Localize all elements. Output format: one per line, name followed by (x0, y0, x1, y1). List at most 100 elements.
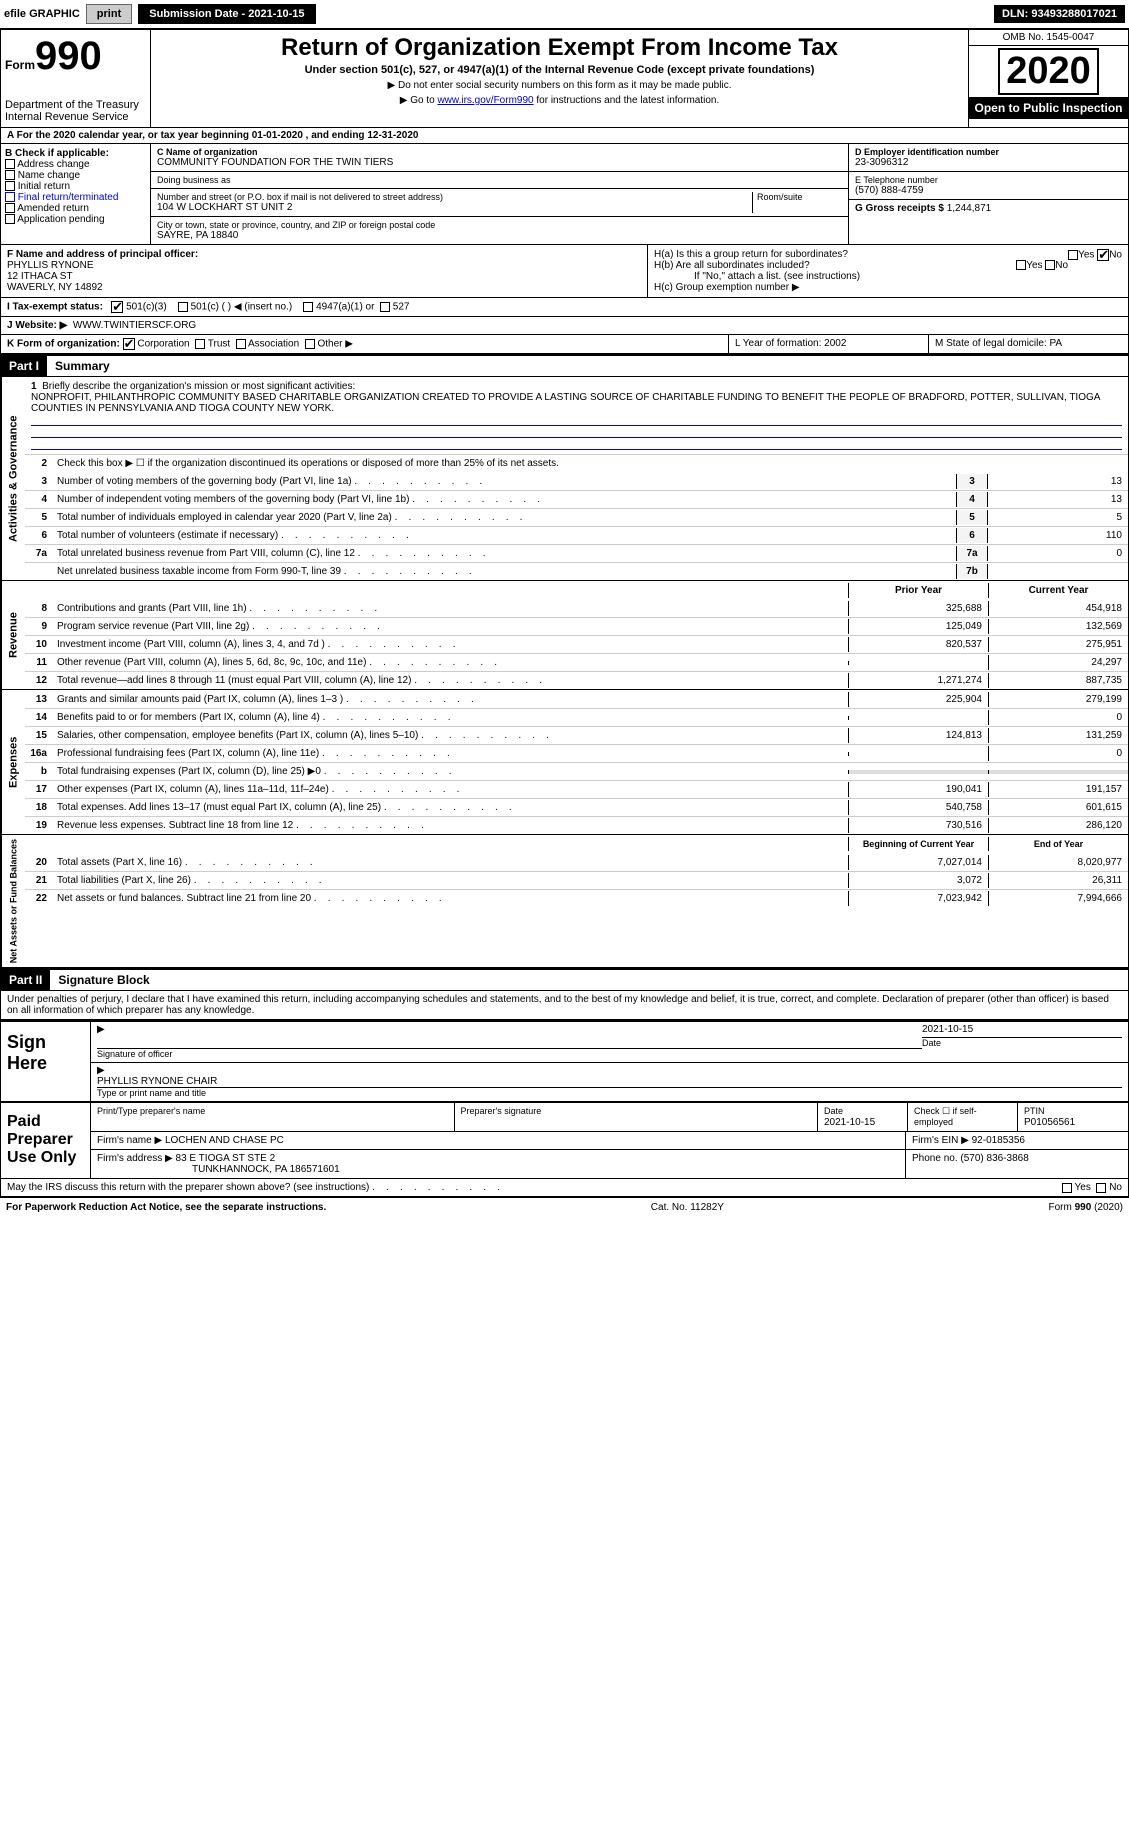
sig-officer-row: Signature of officer 2021-10-15 Date (91, 1022, 1128, 1063)
website-value: WWW.TWINTIERSCF.ORG (73, 320, 196, 331)
rev-line-10: 10Investment income (Part VIII, column (… (25, 635, 1128, 653)
box-b-title: B Check if applicable: (5, 148, 146, 159)
chk-501c[interactable] (178, 302, 188, 312)
exp-line-13: 13Grants and similar amounts paid (Part … (25, 690, 1128, 708)
cat-no: Cat. No. 11282Y (651, 1202, 724, 1213)
form-ref: Form 990 (2020) (1049, 1202, 1123, 1213)
city-cell: City or town, state or province, country… (151, 217, 848, 244)
part2-header: Part II Signature Block (0, 968, 1129, 991)
net-line-20: 20Total assets (Part X, line 16)7,027,01… (25, 853, 1128, 871)
exp-line-19: 19Revenue less expenses. Subtract line 1… (25, 816, 1128, 834)
box-f: F Name and address of principal officer:… (1, 245, 648, 297)
vlabel-governance: Activities & Governance (1, 377, 25, 580)
addr-cell: Number and street (or P.O. box if mail i… (151, 189, 848, 217)
firm-ein: 92-0185356 (972, 1135, 1025, 1146)
chk-501c3[interactable] (111, 301, 123, 313)
officer-name: PHYLLIS RYNONE (7, 260, 641, 271)
rev-line-12: 12Total revenue—add lines 8 through 11 (… (25, 671, 1128, 689)
line-2: 2 Check this box ▶ ☐ if the organization… (25, 454, 1128, 472)
gov-line-7b: Net unrelated business taxable income fr… (25, 562, 1128, 580)
vlabel-revenue: Revenue (1, 581, 25, 689)
pra-notice: For Paperwork Reduction Act Notice, see … (6, 1202, 326, 1213)
goto-note: ▶ Go to www.irs.gov/Form990 for instruct… (159, 95, 960, 106)
form-title: Return of Organization Exempt From Incom… (159, 34, 960, 62)
row-fh: F Name and address of principal officer:… (0, 245, 1129, 298)
telephone: (570) 888-4759 (855, 185, 1122, 196)
chk-527[interactable] (380, 302, 390, 312)
print-button[interactable]: print (86, 4, 132, 24)
chk-pending[interactable]: Application pending (5, 214, 146, 225)
row-a-tax-year: A For the 2020 calendar year, or tax yea… (0, 128, 1129, 144)
exp-line-17: 17Other expenses (Part IX, column (A), l… (25, 780, 1128, 798)
chk-final-return[interactable]: Final return/terminated (5, 192, 146, 203)
chk-corp[interactable] (123, 338, 135, 350)
ssn-note: ▶ Do not enter social security numbers o… (159, 80, 960, 91)
section-expenses: Expenses 13Grants and similar amounts pa… (0, 690, 1129, 835)
row-m: M State of legal domicile: PA (928, 335, 1128, 353)
form-header: Form990 Department of the Treasury Inter… (0, 28, 1129, 128)
org-name: COMMUNITY FOUNDATION FOR THE TWIN TIERS (157, 157, 842, 168)
box-d: D Employer identification number 23-3096… (848, 144, 1128, 244)
chk-discuss-no[interactable] (1096, 1183, 1106, 1193)
section-net-assets: Net Assets or Fund Balances Beginning of… (0, 835, 1129, 968)
row-k: K Form of organization: Corporation Trus… (1, 335, 728, 353)
block-bcd: B Check if applicable: Address change Na… (0, 144, 1129, 245)
topbar: efile GRAPHIC print Submission Date - 20… (0, 0, 1129, 28)
sign-here-label: Sign Here (1, 1022, 91, 1101)
declaration-text: Under penalties of perjury, I declare th… (0, 991, 1129, 1020)
row-j: J Website: ▶ WWW.TWINTIERSCF.ORG (0, 317, 1129, 335)
part1-header: Part I Summary (0, 354, 1129, 377)
vlabel-expenses: Expenses (1, 690, 25, 834)
chk-other[interactable] (305, 339, 315, 349)
rev-line-11: 11Other revenue (Part VIII, column (A), … (25, 653, 1128, 671)
omb-number: OMB No. 1545-0047 (969, 30, 1128, 46)
street-address: 104 W LOCKHART ST UNIT 2 (157, 202, 752, 213)
exp-line-16a: 16aProfessional fundraising fees (Part I… (25, 744, 1128, 762)
tel-cell: E Telephone number (570) 888-4759 (849, 172, 1128, 200)
exp-line-15: 15Salaries, other compensation, employee… (25, 726, 1128, 744)
preparer-row-2: Firm's name ▶ LOCHEN AND CHASE PC Firm's… (91, 1131, 1128, 1149)
chk-initial-return[interactable]: Initial return (5, 181, 146, 192)
box-b: B Check if applicable: Address change Na… (1, 144, 151, 244)
vlabel-net: Net Assets or Fund Balances (1, 835, 25, 967)
dept-treasury: Department of the Treasury (5, 99, 146, 111)
tax-year: 2020 (998, 48, 1099, 95)
gross-cell: G Gross receipts $ 1,244,871 (849, 200, 1128, 217)
net-line-22: 22Net assets or fund balances. Subtract … (25, 889, 1128, 907)
chk-name-change[interactable]: Name change (5, 170, 146, 181)
form-subtitle: Under section 501(c), 527, or 4947(a)(1)… (159, 64, 960, 76)
dln-badge: DLN: 93493288017021 (994, 5, 1125, 23)
rev-line-9: 9Program service revenue (Part VIII, lin… (25, 617, 1128, 635)
chk-assoc[interactable] (236, 339, 246, 349)
page-footer: For Paperwork Reduction Act Notice, see … (0, 1197, 1129, 1217)
mission-text: NONPROFIT, PHILANTHROPIC COMMUNITY BASED… (31, 392, 1100, 414)
dba-cell: Doing business as (151, 172, 848, 189)
header-mid: Return of Organization Exempt From Incom… (151, 30, 968, 127)
chk-discuss-yes[interactable] (1062, 1183, 1072, 1193)
header-right: OMB No. 1545-0047 2020 Open to Public In… (968, 30, 1128, 127)
officer-name-row: PHYLLIS RYNONE CHAIR Type or print name … (91, 1063, 1128, 1101)
gov-line-5: 5Total number of individuals employed in… (25, 508, 1128, 526)
city-state-zip: SAYRE, PA 18840 (157, 230, 842, 241)
exp-line-b: bTotal fundraising expenses (Part IX, co… (25, 762, 1128, 780)
ein-cell: D Employer identification number 23-3096… (849, 144, 1128, 172)
gov-line-6: 6Total number of volunteers (estimate if… (25, 526, 1128, 544)
chk-address-change[interactable]: Address change (5, 159, 146, 170)
irs-link[interactable]: www.irs.gov/Form990 (437, 95, 533, 106)
org-name-cell: C Name of organization COMMUNITY FOUNDAT… (151, 144, 848, 172)
row-l: L Year of formation: 2002 (728, 335, 928, 353)
efile-label: efile GRAPHIC (4, 8, 80, 20)
sign-here-block: Sign Here Signature of officer 2021-10-1… (0, 1020, 1129, 1102)
box-h: H(a) Is this a group return for subordin… (648, 245, 1128, 297)
paid-preparer-label: Paid Preparer Use Only (1, 1103, 91, 1178)
ptin-value: P01056561 (1024, 1117, 1075, 1128)
row-klm: K Form of organization: Corporation Trus… (0, 335, 1129, 354)
chk-amended[interactable]: Amended return (5, 203, 146, 214)
row-i: I Tax-exempt status: 501(c)(3) 501(c) ( … (0, 298, 1129, 317)
preparer-row-1: Print/Type preparer's name Preparer's si… (91, 1103, 1128, 1131)
submission-date-badge: Submission Date - 2021-10-15 (138, 4, 315, 24)
paid-preparer-block: Paid Preparer Use Only Print/Type prepar… (0, 1102, 1129, 1179)
firm-phone: (570) 836-3868 (960, 1153, 1028, 1164)
chk-trust[interactable] (195, 339, 205, 349)
chk-4947[interactable] (303, 302, 313, 312)
